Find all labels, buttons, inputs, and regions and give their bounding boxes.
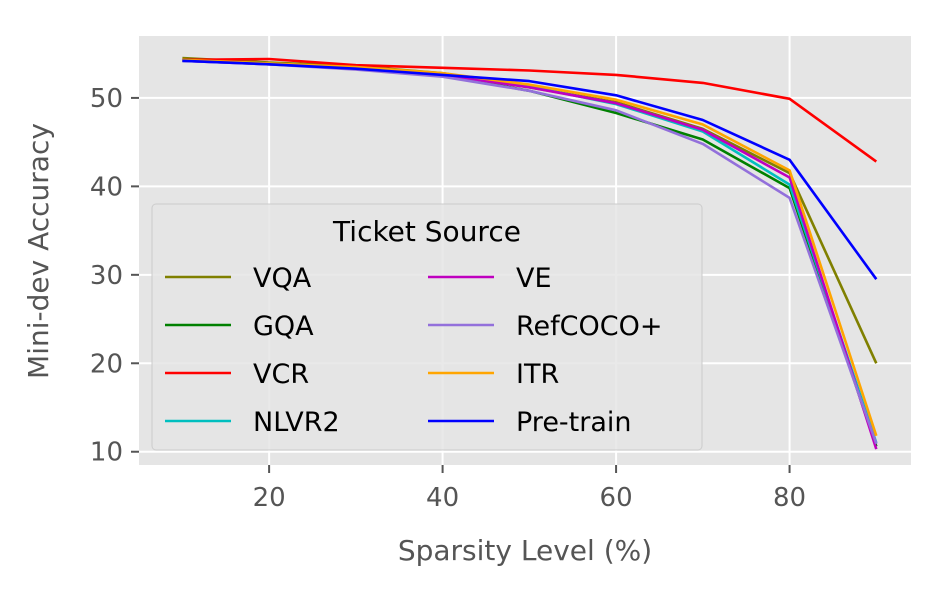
x-tick-label: 40 <box>426 483 459 513</box>
series-line-vcr <box>182 57 878 163</box>
axis-ticks: 20 40 60 80 10 20 30 40 50 <box>90 84 806 513</box>
x-tick-label: 80 <box>773 483 806 513</box>
legend-box <box>151 203 703 451</box>
x-axis-title: Sparsity Level (%) <box>398 534 652 567</box>
legend-label-itr: ITR <box>516 359 559 390</box>
legend: Ticket Source VQA GQA VCR NLVR2 VE RefCOCO+ IT… <box>151 203 703 451</box>
legend-label-gqa: GQA <box>253 311 314 342</box>
legend-title: Ticket Source <box>332 215 521 248</box>
y-tick-label: 20 <box>90 349 123 379</box>
y-tick-label: 30 <box>90 261 123 291</box>
x-tick-label: 20 <box>253 483 286 513</box>
legend-label-ve: VE <box>516 263 552 294</box>
legend-label-vqa: VQA <box>253 263 312 294</box>
y-tick-label: 40 <box>90 172 123 202</box>
y-axis-title: Mini-dev Accuracy <box>22 123 55 379</box>
series-line-pre-train <box>182 59 878 280</box>
legend-label-pre-train: Pre-train <box>516 407 632 438</box>
y-tick-label: 50 <box>90 84 123 114</box>
series-lines <box>182 56 878 450</box>
legend-label-refcoco: RefCOCO+ <box>516 311 663 342</box>
y-tick-label: 10 <box>90 438 123 468</box>
x-tick-label: 60 <box>600 483 633 513</box>
legend-label-nlvr2: NLVR2 <box>253 407 340 438</box>
legend-label-vcr: VCR <box>253 359 309 390</box>
